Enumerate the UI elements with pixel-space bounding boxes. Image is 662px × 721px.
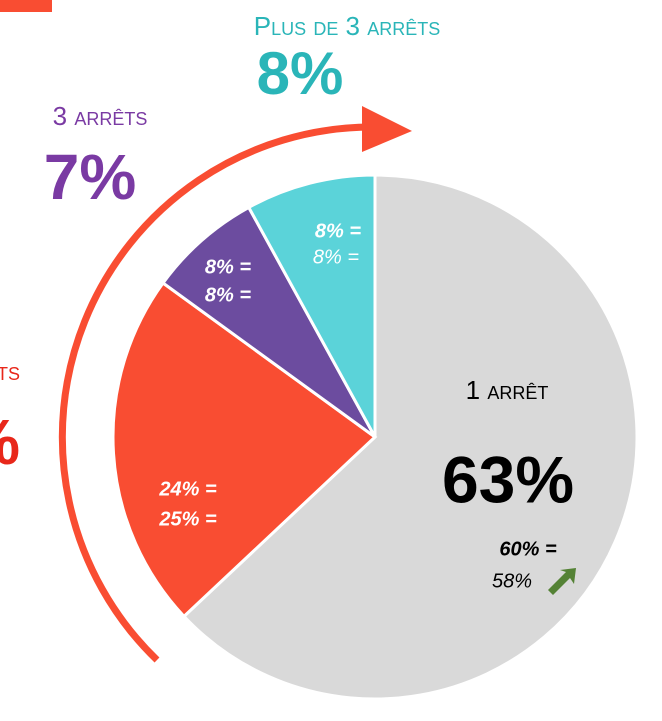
prior-label: 25% = (158, 508, 217, 530)
value-label: 8% (257, 40, 344, 107)
category-label: 3 arrêts (53, 101, 148, 131)
prior-label: 58% (492, 570, 532, 592)
pie-slice (246, 173, 377, 438)
category-label: Plus de 3 arrêts (254, 11, 441, 41)
value-label: 7% (44, 141, 137, 213)
prior-label: 8% = (313, 246, 359, 268)
previous-label: 60% = (499, 538, 557, 560)
previous-label: 24% = (158, 478, 217, 500)
value-label: 63% (442, 442, 574, 516)
pie-slice (111, 280, 378, 619)
pie-slice (181, 173, 639, 701)
category-label: 1 arrêt (466, 375, 549, 405)
value-label: 22% (0, 406, 20, 478)
corner-tab (0, 0, 52, 12)
pie (111, 173, 639, 701)
prior-label: 8% = (205, 284, 251, 306)
up-arrow-icon (548, 568, 576, 595)
category-label: 2 arrêts (0, 356, 20, 386)
trend-arrowhead (362, 106, 412, 152)
previous-label: 8% = (205, 256, 251, 278)
pie-slice (160, 205, 377, 439)
trend-arc (58, 123, 373, 663)
previous-label: 8% = (315, 220, 361, 242)
